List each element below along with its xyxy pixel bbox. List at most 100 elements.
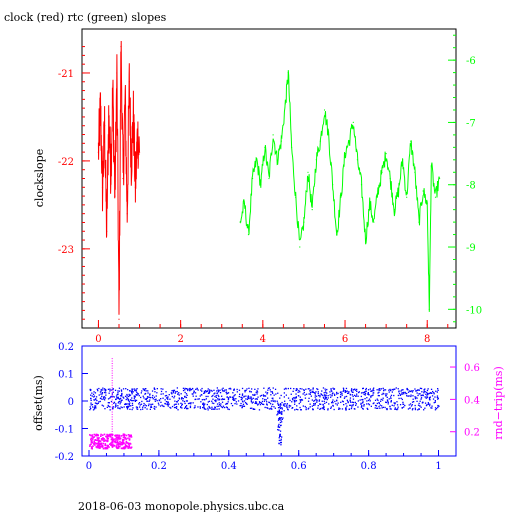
point-offset — [315, 391, 317, 393]
point-offset — [355, 403, 357, 405]
bottom-ytick-right-label: 0.6 — [464, 363, 480, 374]
point-offset — [302, 405, 304, 407]
point-offset — [112, 388, 114, 391]
point-offset — [120, 389, 123, 391]
point-rnd-trip-spike — [111, 399, 113, 401]
point-offset — [373, 402, 375, 404]
bottom-plot-frame — [81, 345, 457, 457]
point-offset — [129, 394, 132, 396]
point-offset — [266, 403, 268, 405]
point-offset — [434, 401, 436, 403]
point-offset — [409, 390, 412, 393]
point-offset — [218, 404, 221, 406]
point-offset — [295, 408, 298, 410]
point-offset — [340, 393, 342, 395]
point-offset — [334, 400, 336, 403]
point-offset — [424, 402, 427, 404]
point-rtc — [434, 196, 437, 198]
point-rnd-trip — [124, 437, 127, 440]
point-offset — [222, 387, 224, 389]
point-offset — [317, 388, 319, 391]
point-offset — [241, 396, 243, 399]
point-offset — [211, 408, 213, 410]
point-offset — [356, 393, 358, 395]
point-offset — [278, 409, 280, 411]
point-offset — [347, 401, 349, 404]
point-rnd-trip — [125, 440, 128, 443]
point-offset — [234, 399, 236, 401]
point-offset — [362, 401, 364, 403]
point-offset — [351, 401, 354, 403]
point-offset — [218, 405, 220, 407]
point-offset — [211, 395, 213, 398]
point-offset — [279, 412, 281, 414]
point-offset — [332, 399, 334, 401]
point-offset — [240, 398, 242, 401]
point-offset — [94, 402, 97, 404]
point-rtc — [276, 159, 278, 161]
point-offset — [185, 400, 188, 402]
point-offset — [428, 392, 430, 395]
point-offset — [246, 398, 249, 400]
point-rnd-trip — [113, 445, 115, 447]
point-offset — [101, 395, 103, 397]
point-offset — [277, 419, 280, 421]
top-ytick-right-label: -7 — [466, 118, 476, 129]
point-offset — [416, 400, 418, 402]
point-offset — [114, 389, 117, 391]
point-offset — [240, 402, 242, 405]
point-offset — [357, 406, 359, 408]
point-offset — [386, 393, 388, 395]
point-offset — [325, 396, 327, 398]
point-offset — [165, 401, 168, 403]
series-line-clock — [97, 40, 140, 315]
point-offset — [324, 395, 326, 397]
point-offset — [122, 396, 124, 398]
point-offset — [227, 392, 229, 394]
point-clock — [101, 186, 104, 188]
point-offset — [417, 389, 419, 391]
point-rtc — [389, 177, 391, 180]
point-offset — [185, 388, 188, 390]
point-offset — [295, 388, 298, 390]
point-offset — [151, 390, 154, 392]
point-offset — [417, 394, 419, 397]
point-offset — [165, 397, 168, 399]
point-offset — [233, 395, 235, 397]
point-offset — [272, 400, 274, 402]
point-rnd-trip — [99, 445, 101, 448]
point-offset — [261, 402, 263, 405]
point-offset — [277, 426, 279, 428]
bottom-ytick-left-label: -0.1 — [55, 425, 74, 436]
point-offset — [98, 387, 100, 390]
point-rtc — [369, 202, 371, 204]
point-offset — [332, 404, 334, 407]
point-offset — [330, 407, 332, 409]
point-offset — [290, 387, 292, 390]
point-rnd-trip — [125, 434, 128, 437]
point-offset — [279, 411, 282, 413]
point-offset — [144, 392, 147, 395]
point-offset — [419, 387, 422, 389]
point-offset — [241, 398, 243, 400]
point-offset — [294, 403, 296, 405]
point-offset — [322, 387, 325, 389]
point-offset — [264, 398, 266, 401]
point-offset — [320, 403, 322, 405]
point-rtc — [336, 234, 338, 236]
point-offset — [95, 398, 97, 400]
point-offset — [391, 404, 393, 406]
point-clock — [112, 90, 114, 92]
point-offset — [110, 389, 112, 391]
point-offset — [308, 397, 310, 399]
point-offset — [167, 402, 169, 404]
point-offset — [217, 394, 219, 396]
point-offset — [410, 394, 412, 396]
point-offset — [233, 389, 235, 391]
point-rnd-trip — [95, 433, 98, 436]
point-offset — [317, 391, 319, 393]
point-offset — [301, 399, 304, 401]
point-offset — [221, 395, 223, 397]
point-offset — [437, 397, 439, 399]
point-offset — [232, 396, 234, 398]
